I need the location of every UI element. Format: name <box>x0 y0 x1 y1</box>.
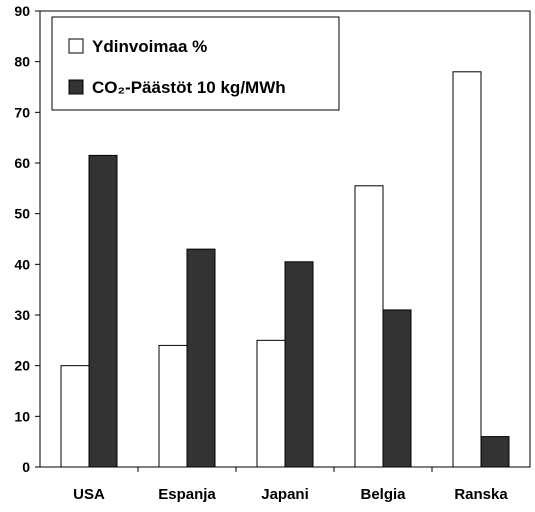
y-tick-label: 10 <box>14 408 30 424</box>
bar-ydinvoimaa-ranska <box>452 71 482 468</box>
x-tick-label: USA <box>73 486 105 503</box>
tick-labels: 0 10 20 30 40 50 60 70 80 90 USA Espanja Japani Belgi… <box>14 3 508 503</box>
x-tick-label: Belgia <box>360 486 406 503</box>
legend-label-co2: CO₂-Päästöt 10 kg/MWh <box>92 78 286 97</box>
bar-co2-japani <box>284 261 314 468</box>
bar-co2-espanja <box>186 248 216 468</box>
legend-swatch-ydinvoimaa <box>68 38 84 54</box>
x-tick-label: Japani <box>261 486 309 503</box>
legend: Ydinvoimaa % CO₂-Päästöt 10 kg/MWh <box>51 16 340 111</box>
x-tick-label: Ranska <box>454 486 508 503</box>
x-tick-label: Espanja <box>158 486 216 503</box>
y-tick-label: 30 <box>14 307 30 323</box>
bar-ydinvoimaa-espanja <box>158 344 188 468</box>
legend-swatch-co2 <box>68 79 84 95</box>
bar-ydinvoimaa-belgia <box>354 185 384 468</box>
y-tick-label: 20 <box>14 358 30 374</box>
bar-ydinvoimaa-usa <box>60 365 90 468</box>
y-tick-label: 60 <box>14 155 30 171</box>
bar-ydinvoimaa-japani <box>256 339 286 468</box>
bar-co2-belgia <box>382 309 412 468</box>
y-tick-label: 90 <box>14 3 30 19</box>
legend-label-ydinvoimaa: Ydinvoimaa % <box>92 37 207 56</box>
bar-co2-usa <box>88 154 118 468</box>
y-tick-label: 40 <box>14 256 30 272</box>
bars <box>60 71 510 468</box>
bar-co2-ranska <box>480 436 510 468</box>
y-tick-label: 80 <box>14 54 30 70</box>
y-tick-label: 0 <box>22 459 30 475</box>
legend-box <box>51 16 340 111</box>
y-tick-label: 50 <box>14 206 30 222</box>
y-tick-label: 70 <box>14 104 30 120</box>
